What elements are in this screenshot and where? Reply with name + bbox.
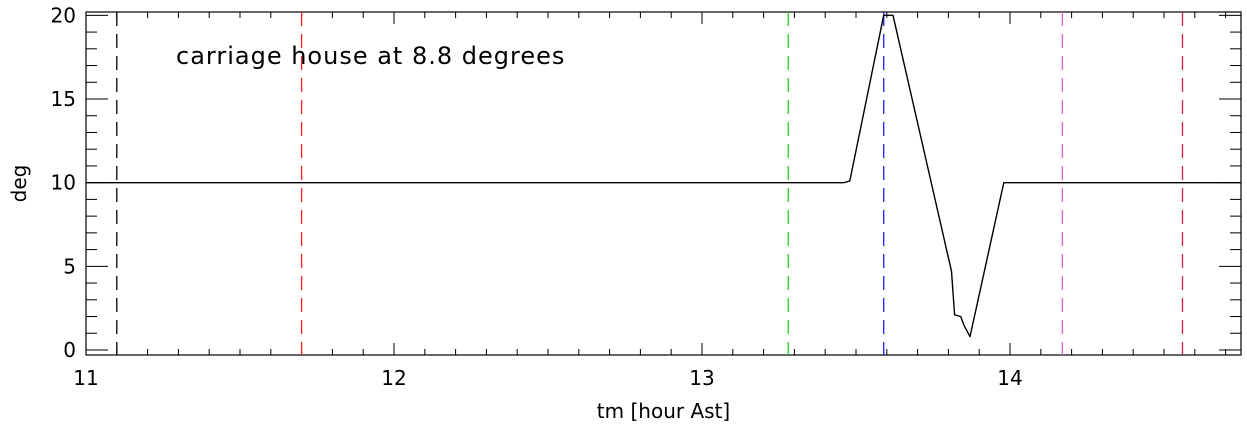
- y-tick-label: 0: [63, 338, 76, 362]
- y-tick-label: 15: [51, 87, 76, 111]
- y-axis-label: deg: [7, 165, 31, 203]
- y-tick-label: 20: [51, 3, 76, 27]
- x-axis-label: tm [hour Ast]: [597, 399, 730, 423]
- x-tick-label: 14: [997, 366, 1022, 390]
- x-tick-label: 11: [73, 366, 98, 390]
- x-tick-label: 12: [381, 366, 406, 390]
- plot-frame: [85, 11, 1242, 356]
- y-tick-label: 5: [63, 254, 76, 278]
- annotation-text: carriage house at 8.8 degrees: [176, 42, 565, 70]
- series-line: [86, 14, 1241, 338]
- plot-area: 11 12 13 14 0 5 10 15 20: [51, 3, 1242, 390]
- y-tick-label: 10: [51, 171, 76, 195]
- x-tick-label: 13: [689, 366, 714, 390]
